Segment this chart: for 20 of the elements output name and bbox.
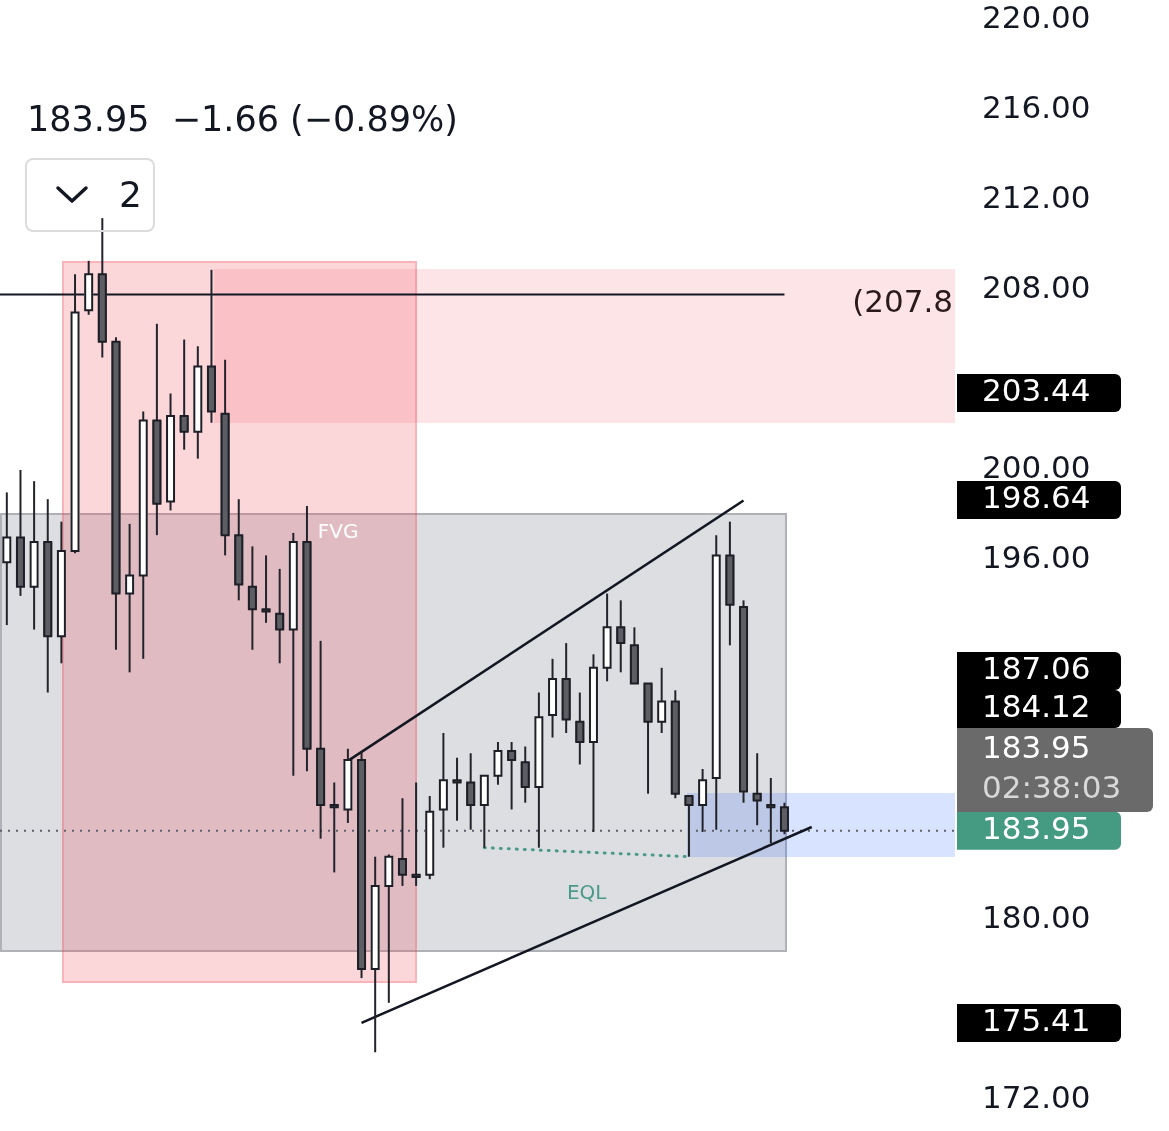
annotation: 2 (119, 174, 142, 215)
y-tick-label: 172.00 (982, 1078, 1091, 1115)
y-tick-label: 208.00 (982, 269, 1091, 306)
text: 183.95 (982, 729, 1091, 766)
y-tick-label: 220.00 (982, 0, 1091, 36)
dropdown-button: 2 (25, 158, 155, 232)
y-tick-label: 180.00 (982, 898, 1091, 935)
y-tick-label: 212.00 (982, 179, 1091, 216)
ref-line-label: (207.8 (852, 282, 953, 319)
series-label: EQL (566, 880, 608, 905)
annotation: FVG (317, 518, 359, 543)
ref-line-label: 183.95 (982, 809, 1091, 846)
text: 203.44 (982, 372, 1091, 409)
y-tick-label: 216.00 (982, 89, 1091, 126)
text: 184.12 (982, 688, 1091, 725)
y-tick-label: 196.00 (982, 538, 1091, 575)
text: 02:38:03 (982, 769, 1122, 806)
text: 183.95 −1.66 (−0.89%) (27, 98, 458, 140)
text: 187.06 (982, 650, 1091, 687)
text: 175.41 (982, 1002, 1091, 1039)
